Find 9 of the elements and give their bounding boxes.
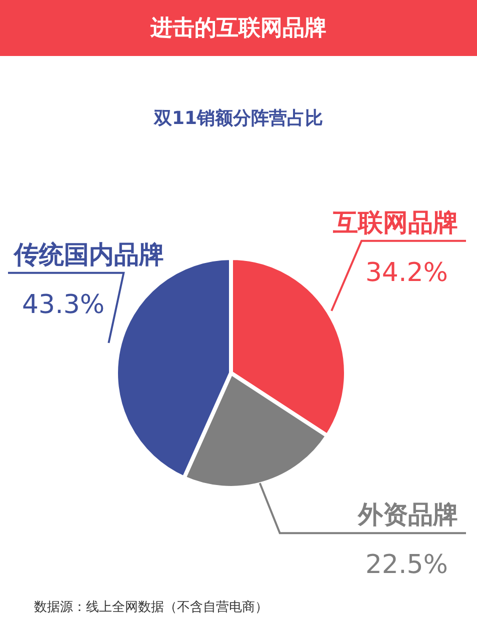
data-label: 43.3%	[22, 290, 105, 320]
slice-label: 外资品牌	[357, 500, 458, 530]
slice-label: 互联网品牌	[332, 208, 458, 237]
chart-subtitle: 双11销额分阵营占比	[152, 107, 324, 130]
data-label: 34.2%	[365, 258, 448, 288]
data-label: 22.5%	[365, 550, 448, 580]
chart-title: 进击的互联网品牌	[0, 0, 477, 56]
slice-label: 传统国内品牌	[13, 240, 164, 269]
text: 数据源：线上全网数据（不含自营电商）	[34, 599, 268, 616]
